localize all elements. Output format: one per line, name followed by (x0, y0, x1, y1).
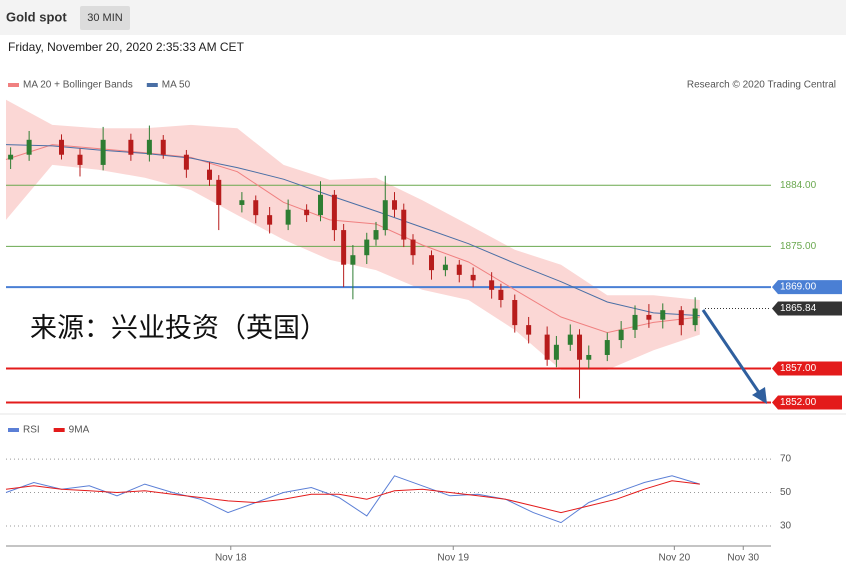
watermark: 来源：兴业投资（英国） (30, 313, 327, 343)
candle-body (498, 289, 504, 300)
legend-label: RSI (23, 425, 40, 436)
candle-body (692, 308, 698, 326)
level-label: 1869.00 (780, 282, 817, 293)
candle-body (618, 329, 624, 341)
legend-swatch (8, 83, 19, 87)
title: Gold spot (6, 9, 67, 24)
candle-body (304, 209, 310, 216)
level-label: 1852.00 (780, 397, 817, 408)
legend-swatch (146, 83, 158, 87)
candle-body (526, 325, 532, 335)
level-label: 1857.00 (780, 363, 817, 374)
candle-body (77, 154, 83, 165)
x-tick-label: Nov 20 (658, 553, 690, 564)
candle-body (267, 215, 273, 225)
candle-body (442, 264, 448, 271)
series-line (5, 144, 700, 334)
candle-body (410, 239, 416, 256)
x-tick-label: Nov 30 (727, 553, 759, 564)
timestamp: Friday, November 20, 2020 2:35:33 AM CET (8, 40, 245, 54)
current-price-box (772, 301, 842, 316)
candle-body (382, 200, 388, 231)
candle-body (553, 344, 559, 360)
candle-body (489, 280, 495, 290)
candle-body (373, 230, 379, 240)
candle-body (341, 230, 347, 265)
candle-body (544, 334, 550, 360)
candle-body (253, 200, 259, 216)
legend-label: MA 50 (162, 80, 191, 91)
series-line (5, 480, 700, 514)
candle-body (429, 255, 435, 271)
candle-body (239, 200, 245, 205)
bollinger-band (6, 99, 700, 370)
candle-body (678, 310, 684, 326)
header-bar (0, 0, 846, 35)
candle-body (146, 139, 152, 155)
timeframe-button[interactable] (80, 6, 130, 30)
legend-swatch (8, 428, 19, 432)
candle-body (364, 239, 370, 256)
candle-body (646, 314, 652, 320)
legend-label: MA 20 + Bollinger Bands (23, 80, 133, 91)
candle-body (128, 139, 134, 155)
candle-body (567, 334, 573, 345)
candle-body (401, 209, 407, 240)
candle-body (100, 139, 106, 165)
candle-body (512, 299, 518, 326)
current-price-label: 1865.84 (780, 303, 817, 314)
credit: Research © 2020 Trading Central (687, 80, 836, 91)
candle-body (456, 264, 462, 275)
series-line (5, 475, 700, 524)
candle-body (586, 354, 592, 360)
arrow-shaft (701, 309, 762, 395)
timeframe[interactable]: 30 MIN (87, 12, 123, 24)
forecast-arrow (701, 309, 767, 404)
candle-body (160, 139, 166, 155)
candle-body (8, 154, 14, 160)
candle-body (470, 274, 476, 281)
candle-body (59, 139, 65, 155)
arrow-head (752, 387, 767, 404)
candle-body (216, 179, 222, 205)
x-tick-label: Nov 19 (437, 553, 469, 564)
series-line (5, 144, 700, 317)
level-label-box (772, 395, 842, 410)
candle-body (392, 200, 398, 210)
candle-body (285, 209, 291, 225)
candle-body (26, 139, 32, 155)
level-label-box (772, 361, 842, 376)
level-label: 1884.00 (780, 180, 817, 191)
y-tick-label: 70 (780, 454, 792, 465)
candle-body (577, 334, 583, 360)
candle-body (632, 314, 638, 330)
legend-label: 9MA (69, 425, 90, 436)
y-tick-label: 30 (780, 521, 792, 532)
price-panel: 1884.00 1875.00 1869.00 1857.00 1852.00 1865.… (5, 80, 842, 410)
candle-body (660, 310, 666, 320)
candle-body (207, 169, 213, 180)
rsi-panel: 30 50 70 Nov 18 Nov 19 Nov 20 Nov 30 RSI 9MA (5, 425, 792, 564)
candle-body (318, 194, 324, 216)
level-label-box (772, 280, 842, 295)
legend-swatch (53, 428, 65, 432)
candle-body (350, 255, 356, 265)
y-tick-label: 50 (780, 487, 792, 498)
candle-body (604, 340, 610, 355)
x-tick-label: Nov 18 (215, 553, 247, 564)
candle-body (331, 194, 337, 231)
level-label: 1875.00 (780, 241, 817, 252)
candle-body (183, 154, 189, 170)
